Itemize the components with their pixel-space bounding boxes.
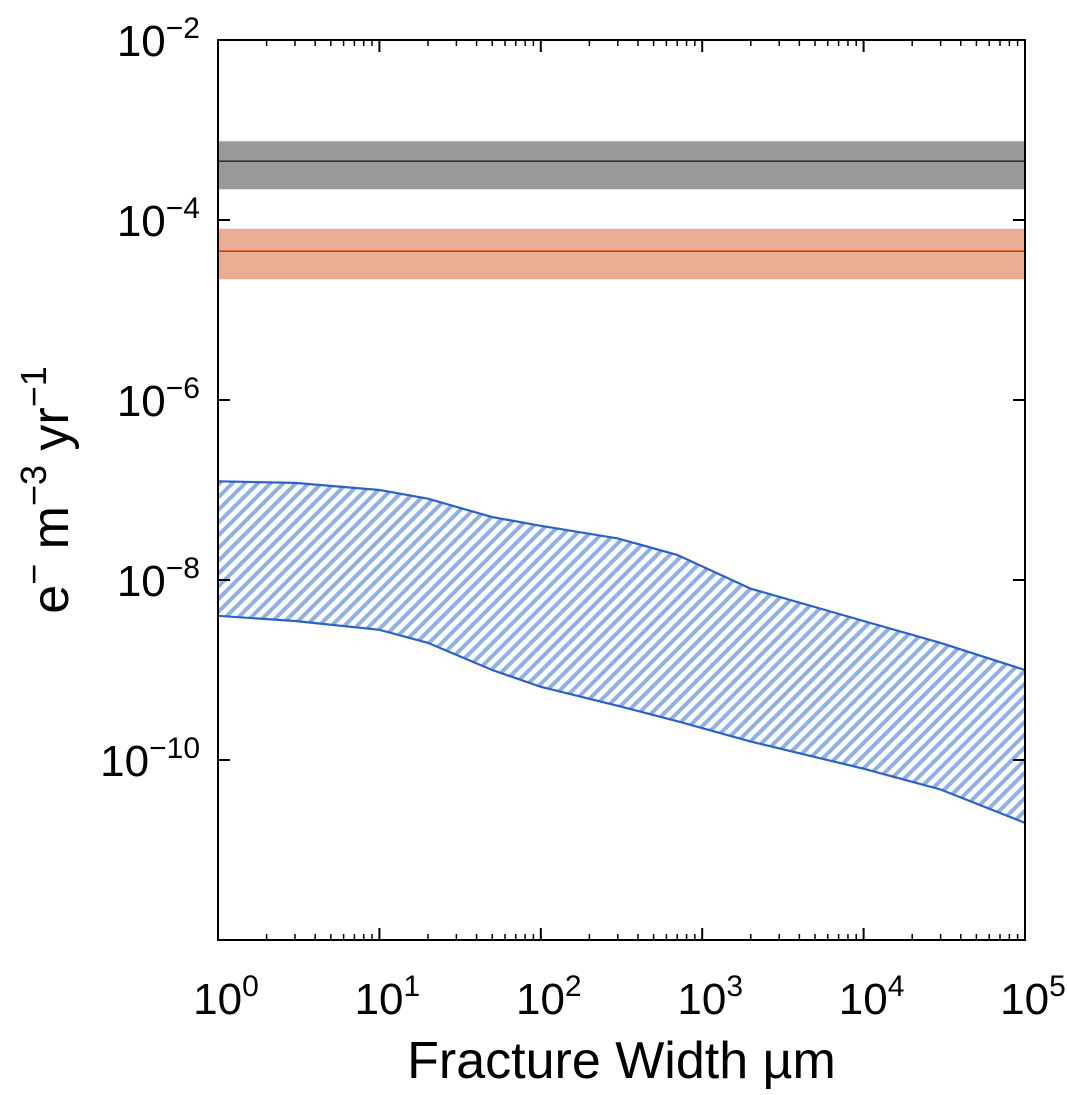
x-tick-label-5: 105 [1000, 970, 1066, 1024]
y-tick-label-4: 10−2 [117, 12, 200, 66]
x-tick-label-2: 102 [516, 970, 582, 1024]
series-2-upper-line [218, 480, 1025, 672]
plot-frame [217, 39, 1026, 941]
series-1-band [218, 228, 1025, 280]
labels-layer: 100 101 102 103 104 105 10−10 10−8 10−6 10−4 10−2 F… [13, 12, 1066, 1090]
y-tick-label-2: 10−6 [117, 372, 200, 426]
x-tick-label-3: 103 [677, 970, 743, 1024]
x-tick-label-4: 104 [839, 970, 905, 1024]
y-tick-label-1: 10−8 [117, 552, 200, 606]
series-2-lower-line [218, 614, 1025, 824]
y-axis-title: e− m−3 yr−1 [13, 366, 80, 614]
x-axis-title: Fracture Width µm [407, 1032, 836, 1090]
series-layer [218, 141, 1025, 824]
axes-layer [217, 39, 1026, 941]
y-tick-label-3: 10−4 [117, 192, 200, 246]
series-0-band [218, 141, 1025, 190]
series-2-hatched-area [218, 481, 1025, 823]
x-tick-label-1: 101 [355, 970, 421, 1024]
y-tick-label-0: 10−10 [100, 732, 200, 786]
x-tick-label-0: 100 [193, 970, 259, 1024]
